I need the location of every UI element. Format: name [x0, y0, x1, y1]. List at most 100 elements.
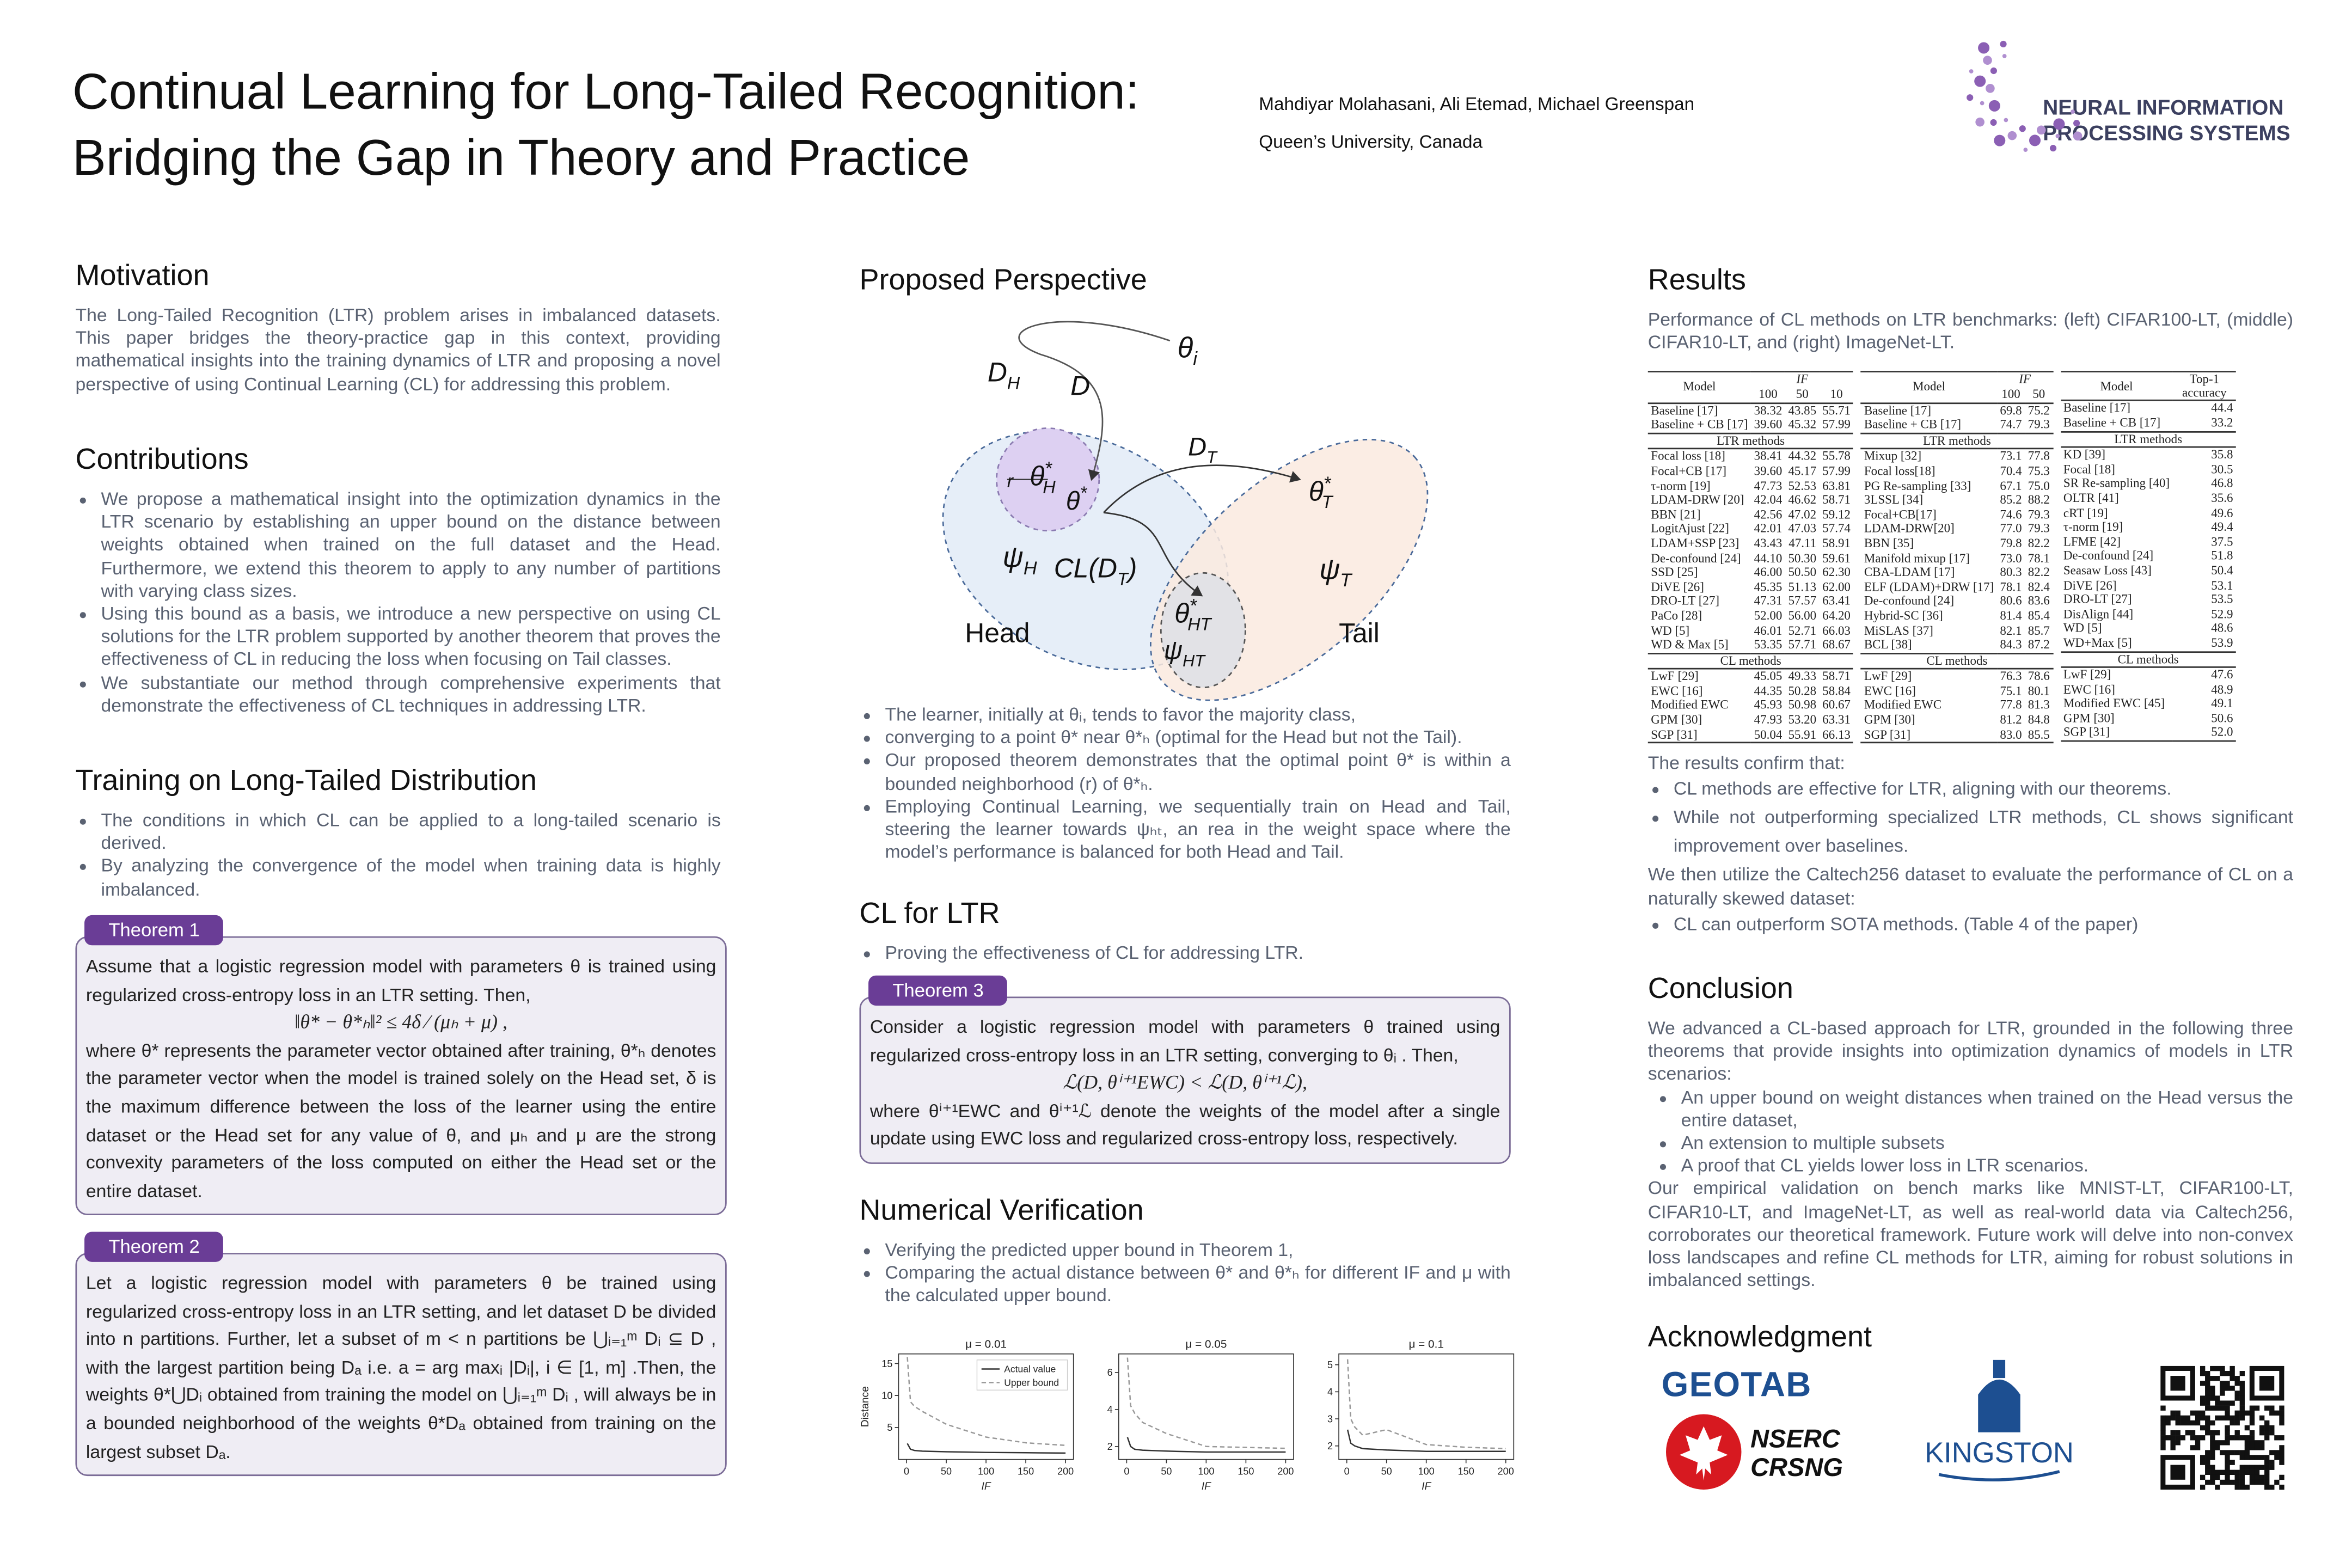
table-cell: SGP [31]: [1864, 727, 1911, 742]
qr-module: [2239, 1435, 2245, 1441]
qr-module: [2234, 1484, 2240, 1490]
theorem-formula: ℒ(D, θⁱ⁺¹EWC) < ℒ(D, θⁱ⁺¹ℒ),: [1063, 1070, 1308, 1094]
header-row: Model IF: [1861, 372, 2053, 404]
table-cell: CBA-LDAM [17]: [1864, 565, 1955, 579]
qr-module: [2259, 1430, 2265, 1436]
table-row: LTR methods: [2060, 430, 2237, 448]
bullet-list: The learner, initially at θᵢ, tends to f…: [859, 704, 1511, 865]
numerical-verification: Numerical Verification Verifying the pred…: [859, 1194, 1510, 1308]
label-base: D: [1070, 371, 1090, 401]
qr-module: [2259, 1479, 2265, 1485]
section-cell: LTR methods: [1647, 432, 1854, 450]
logo-dot: [2023, 148, 2028, 152]
diagram-label: θ* H: [1030, 458, 1056, 497]
tables-row: Model IF 100 50 10 Baseline [17] 38.32 43.85 55.…: [1647, 371, 2293, 744]
header-cell: 100: [1751, 387, 1785, 404]
legend-label: Upper bound: [1004, 1377, 1059, 1388]
qr-module: [2249, 1440, 2255, 1445]
table-row: Modified EWC 45.93 50.98 60.67: [1648, 699, 1854, 713]
nserc-text: NSERC: [1750, 1424, 1841, 1453]
qr-module: [2259, 1415, 2265, 1421]
table-row: KD [39] 35.8: [2060, 448, 2236, 463]
label-sub: HT: [1183, 652, 1206, 670]
cl-for-ltr: CL for LTR Proving the effectiveness of C…: [859, 897, 1510, 965]
table-cell: 50.04: [1754, 727, 1783, 742]
qr-module: [2225, 1455, 2230, 1460]
table-cell: DiVE [26]: [2063, 578, 2117, 592]
qr-module: [2165, 1435, 2171, 1441]
table-cell: 43.85: [1788, 403, 1817, 417]
table-row: WD+Max [5] 53.9: [2060, 636, 2236, 651]
qr-module: [2234, 1435, 2240, 1441]
qr-module: [2254, 1474, 2260, 1480]
table-cell: 51.13: [1788, 580, 1817, 594]
table-row: EWC [16] 48.9: [2060, 683, 2236, 697]
table-cell: 62.30: [1822, 565, 1851, 579]
diagram-label: CL(DT): [1054, 553, 1137, 589]
table-cell: 52.00: [1754, 609, 1783, 623]
table-cell: 75.0: [2028, 479, 2050, 493]
table-cell: 75.3: [2028, 464, 2050, 478]
table-cell: WD & Max [5]: [1651, 638, 1729, 652]
table-cell: LDAM-DRW [20]: [1651, 493, 1744, 507]
label-base: ψ: [1319, 553, 1340, 585]
qr-module: [2175, 1430, 2180, 1436]
qr-module: [2259, 1474, 2265, 1480]
qr-module: [2239, 1469, 2245, 1475]
table-row: Seasaw Loss [43] 50.4: [2060, 564, 2236, 579]
qr-module: [2170, 1376, 2185, 1391]
y-tick-label: 2: [1327, 1441, 1333, 1451]
table-cell: Mixup [32]: [1864, 450, 1922, 464]
bullet-item: Using this bound as a basis, we introduc…: [101, 603, 721, 672]
logo-dot: [1974, 75, 1986, 87]
bullet-item: We substantiate our method through compr…: [101, 672, 721, 718]
qr-module: [2279, 1450, 2284, 1455]
table-row: Focal loss [18] 38.41 44.32 55.78: [1648, 449, 1854, 464]
section-cell: LTR methods: [2060, 430, 2237, 448]
qr-module: [2249, 1469, 2255, 1475]
qr-module: [2200, 1410, 2206, 1416]
table-cell: 82.1: [2000, 623, 2022, 638]
table-cell: 57.99: [1822, 464, 1851, 478]
qr-module: [2205, 1415, 2210, 1421]
qr-module: [2215, 1415, 2220, 1421]
qr-module: [2244, 1425, 2250, 1431]
qr-module: [2205, 1376, 2210, 1381]
qr-module: [2205, 1460, 2210, 1465]
qr-module: [2279, 1420, 2284, 1426]
theorem-text: Assume that a logistic regression model …: [85, 955, 716, 1005]
logo-dot: [2000, 40, 2007, 48]
qr-module: [2259, 1465, 2265, 1470]
qr-module: [2225, 1450, 2230, 1455]
table-cell: Modified EWC: [1864, 699, 1942, 713]
bullet-list: CL methods are effective for LTR, aligni…: [1648, 776, 2293, 862]
logo-dot: [1990, 67, 1997, 75]
table-cell: DiVE [26]: [1651, 580, 1704, 594]
table-row: Focal+CB[17] 74.6 79.3: [1861, 508, 2053, 523]
theorem-box: Consider a logistic regression model wit…: [859, 996, 1511, 1164]
table-cell: 79.3: [2028, 418, 2050, 432]
qr-module: [2269, 1450, 2275, 1455]
qr-module: [2180, 1420, 2186, 1426]
header-cell: IF: [2019, 373, 2031, 387]
section-heading: Contributions: [75, 443, 249, 477]
y-axis-label: Distance: [859, 1386, 871, 1427]
qr-module: [2249, 1479, 2255, 1485]
logo-dot: [1980, 101, 1984, 106]
table-cell: 50.28: [1788, 684, 1817, 698]
qr-module: [2170, 1465, 2185, 1480]
table-cell: 52.0: [2211, 726, 2233, 740]
table-cell: 87.2: [2028, 638, 2050, 652]
table-cell: 75.2: [2028, 403, 2050, 417]
qr-module: [2170, 1410, 2176, 1416]
table-row: ELF (LDAM)+DRW [17] 78.1 82.4: [1861, 580, 2053, 595]
qr-module: [2205, 1381, 2210, 1386]
table-row: LwF [29] 47.6: [2060, 667, 2236, 683]
qr-module: [2205, 1400, 2210, 1406]
table-cell: 85.4: [2028, 609, 2050, 623]
table-row: EWC [16] 44.35 50.28 58.84: [1648, 684, 1854, 699]
qr-module: [2259, 1425, 2265, 1431]
logo-dot: [2053, 118, 2065, 130]
qr-module: [2160, 1445, 2166, 1450]
qr-module: [2264, 1484, 2270, 1490]
